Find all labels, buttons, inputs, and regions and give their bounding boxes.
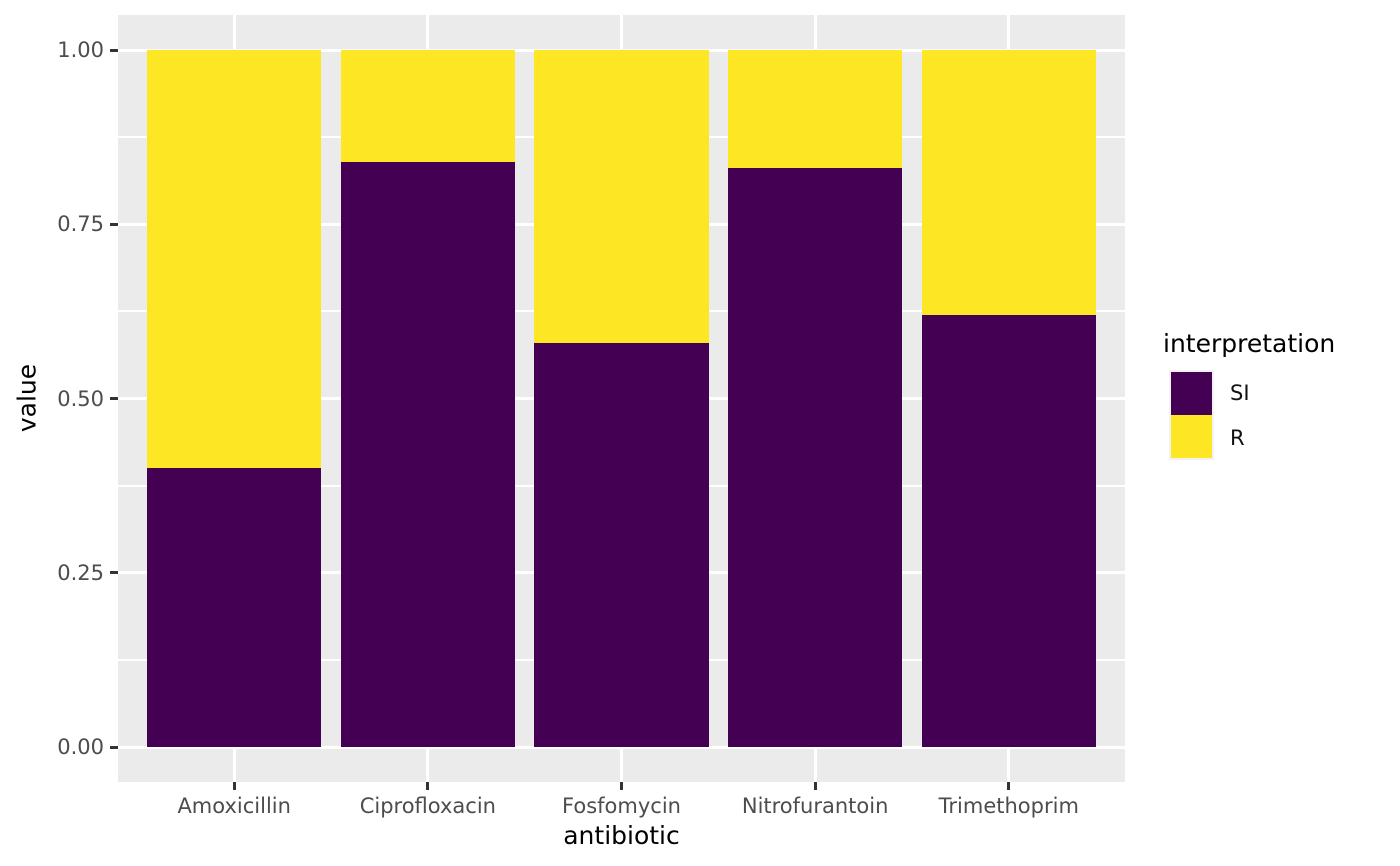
legend-entry-label: R bbox=[1230, 425, 1245, 450]
y-axis-tick bbox=[110, 397, 118, 400]
x-axis-tick-label: Trimethoprim bbox=[938, 794, 1079, 818]
legend-entry-si: SI bbox=[1169, 370, 1335, 415]
x-axis-tick-label: Amoxicillin bbox=[177, 794, 291, 818]
y-axis-tick-label: 0.50 bbox=[57, 386, 104, 411]
x-axis-tick bbox=[620, 782, 623, 790]
x-axis-tick-label: Ciprofloxacin bbox=[359, 794, 496, 818]
legend-key-swatch-si bbox=[1171, 372, 1212, 415]
x-axis-tick-label: Fosfomycin bbox=[562, 794, 681, 818]
x-axis-tick-label: Nitrofurantoin bbox=[741, 794, 889, 818]
x-axis-tick bbox=[1007, 782, 1011, 790]
bar-segment-si-amoxicillin bbox=[147, 468, 322, 747]
y-axis-tick-label: 0.75 bbox=[57, 212, 104, 237]
bar-segment-si-fosfomycin bbox=[534, 342, 709, 747]
legend-entry-label: SI bbox=[1230, 380, 1250, 405]
y-axis-title: value bbox=[12, 363, 42, 433]
bar-segment-r-amoxicillin bbox=[147, 50, 322, 469]
y-axis-tick-label: 0.25 bbox=[57, 560, 104, 585]
y-axis-tick bbox=[110, 222, 118, 226]
y-axis-tick bbox=[110, 571, 118, 575]
bar-segment-r-trimethoprim bbox=[921, 50, 1096, 315]
plot-panel bbox=[118, 15, 1125, 782]
x-axis-tick bbox=[232, 782, 236, 790]
legend-title: interpretation bbox=[1163, 329, 1336, 358]
bar-segment-r-nitrofurantoin bbox=[728, 50, 903, 169]
x-axis-title: antibiotic bbox=[563, 821, 680, 850]
bar-segment-r-fosfomycin bbox=[534, 50, 709, 343]
legend: interpretation SI R bbox=[1163, 328, 1335, 460]
bar-segment-r-ciprofloxacin bbox=[340, 50, 515, 162]
bar-segment-si-trimethoprim bbox=[921, 314, 1096, 747]
y-axis-tick bbox=[110, 48, 118, 52]
bar-segment-si-nitrofurantoin bbox=[728, 168, 903, 747]
gridline-horizontal-major bbox=[118, 745, 1125, 749]
legend-entries: SI R bbox=[1169, 370, 1335, 460]
legend-key bbox=[1169, 415, 1214, 460]
legend-entry-r: R bbox=[1169, 415, 1335, 460]
legend-key-swatch-r bbox=[1171, 415, 1212, 458]
y-axis-tick-label: 1.00 bbox=[57, 38, 104, 62]
legend-key bbox=[1169, 370, 1214, 415]
y-axis-tick-label: 0.00 bbox=[57, 735, 104, 759]
y-axis-tick bbox=[110, 745, 118, 749]
bar-segment-si-ciprofloxacin bbox=[340, 161, 515, 747]
x-axis-tick bbox=[813, 782, 817, 790]
x-axis-tick bbox=[426, 782, 430, 790]
